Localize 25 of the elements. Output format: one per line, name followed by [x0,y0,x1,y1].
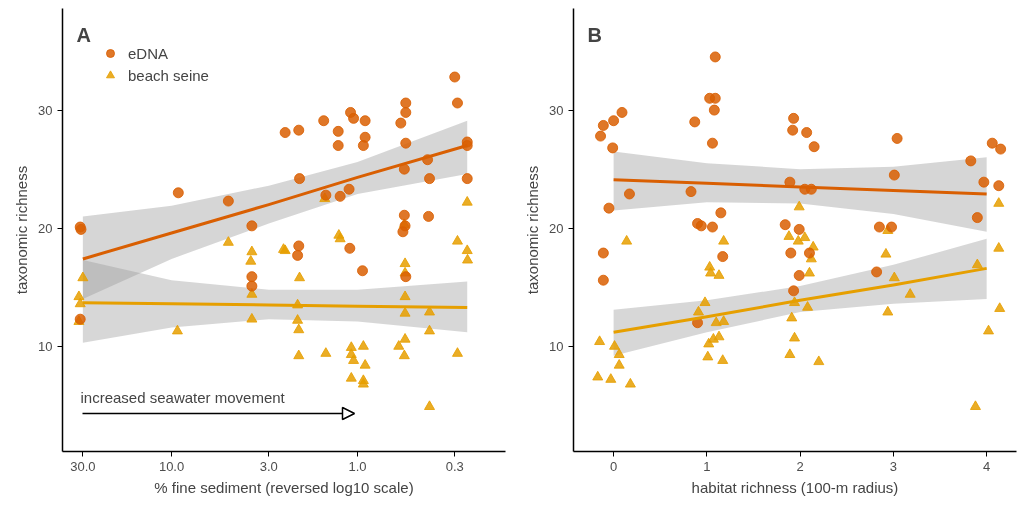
x-tick-label: 0 [609,458,618,474]
x-tick-label: 30.0 [70,458,96,474]
annotation: increased seawater movement [80,388,286,406]
legend-label: beach seine [128,66,209,84]
y-axis-title: taxonomic richness [524,165,542,295]
text: A [76,23,91,46]
x-tick-label: 10.0 [158,458,185,474]
text: B [587,23,602,46]
y-axis-title: taxonomic richness [13,165,31,295]
x-tick-label: 2 [796,458,804,474]
y-tick-label: 10 [38,338,53,354]
x-tick-label: 3.0 [259,458,278,474]
y-tick-label: 30 [549,102,564,118]
legend-label: eDNA [128,44,169,62]
x-tick-label: 1.0 [348,458,367,474]
x-tick-label: 4 [983,458,991,474]
x-axis-title: habitat richness (100-m radius) [691,478,899,496]
x-tick-label: 1 [703,458,711,474]
x-tick-label: 0.3 [445,458,464,474]
x-axis-title: % fine sediment (reversed log10 scale) [154,478,414,496]
y-tick-label: 20 [549,220,564,236]
y-tick-label: 30 [38,102,53,118]
y-tick-label: 20 [38,220,53,236]
y-tick-label: 10 [549,338,564,354]
x-tick-label: 3 [889,458,898,474]
